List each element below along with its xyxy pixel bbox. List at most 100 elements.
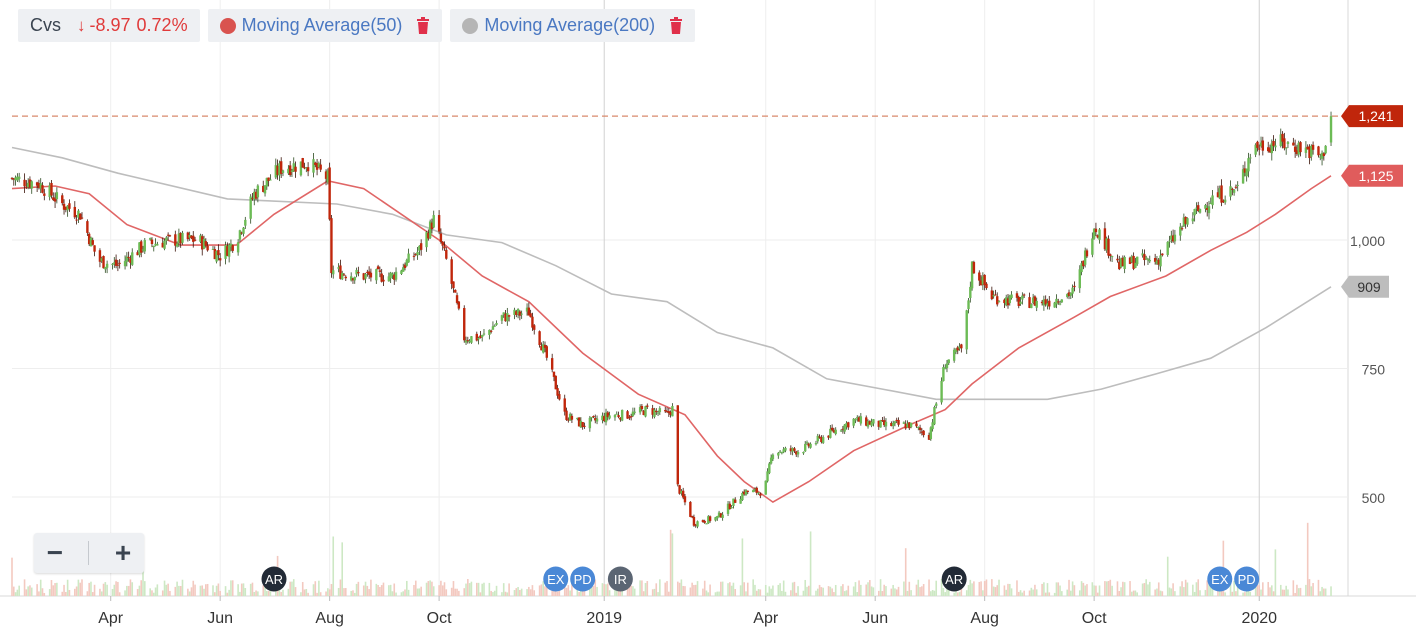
volume-bar <box>833 592 835 596</box>
candle-body <box>1094 228 1098 233</box>
candle-body <box>628 417 631 419</box>
candle-body <box>728 503 732 510</box>
volume-bar <box>1274 549 1277 596</box>
candle-body <box>375 269 378 281</box>
volume-bar <box>1159 590 1162 596</box>
candle-body <box>457 301 461 309</box>
candle-body <box>253 191 256 200</box>
volume-bar <box>493 590 496 596</box>
candle-body <box>646 405 649 407</box>
zoom-in-button[interactable]: + <box>114 537 132 568</box>
volume-bar <box>894 588 896 596</box>
candle-body <box>91 240 94 245</box>
candle-body <box>1006 298 1010 306</box>
candle-body <box>513 309 516 315</box>
zoom-out-button[interactable]: − <box>46 537 64 568</box>
candle-body <box>131 252 134 265</box>
candle-body <box>349 276 353 281</box>
volume-bar <box>870 586 873 596</box>
candle-body <box>565 410 568 420</box>
volume-bar <box>174 586 177 596</box>
volume-bar <box>883 584 885 596</box>
candle-body <box>588 417 592 429</box>
candle-body <box>644 406 647 417</box>
volume-bar <box>414 580 417 596</box>
volume-bar <box>23 579 26 596</box>
candle-body <box>804 443 807 452</box>
candle-body <box>1198 208 1202 213</box>
volume-bar <box>529 589 532 596</box>
volume-bar <box>300 592 302 596</box>
candle-body <box>432 215 435 228</box>
volume-bar <box>337 587 340 596</box>
symbol-chip[interactable]: Cvs ↓ -8.97 0.72% <box>18 9 200 42</box>
candle-body <box>150 239 154 245</box>
candle-body <box>213 249 216 260</box>
candle-body <box>100 258 103 261</box>
volume-bar <box>492 592 494 596</box>
volume-bar <box>379 587 381 596</box>
volume-bar <box>829 586 832 596</box>
candle-body <box>777 452 780 456</box>
volume-bar <box>30 587 33 596</box>
volume-bar <box>291 581 293 596</box>
volume-bar <box>669 529 672 596</box>
candle-body <box>1144 257 1148 259</box>
candle-body <box>403 264 407 268</box>
ma50-trash-icon[interactable] <box>416 16 430 35</box>
volume-bar <box>531 585 534 596</box>
candle-body <box>263 185 267 194</box>
volume-bar <box>1287 589 1289 596</box>
candle-body <box>319 164 322 170</box>
candle-body <box>73 206 77 218</box>
volume-bar <box>129 579 132 596</box>
volume-bar <box>74 588 76 596</box>
volume-bar <box>578 591 580 596</box>
candle-body <box>1299 142 1302 153</box>
volume-bar <box>100 591 103 596</box>
candle-body <box>1031 297 1035 303</box>
volume-bar <box>1308 579 1311 596</box>
candle-body <box>626 411 629 419</box>
candle-body <box>337 267 340 269</box>
candle-body <box>651 408 654 415</box>
event-marker-ex <box>1207 566 1233 592</box>
volume-bar <box>362 585 365 596</box>
candle-body <box>1082 260 1085 267</box>
volume-bar <box>1296 584 1298 596</box>
candle-body <box>454 289 457 293</box>
volume-bar <box>63 584 65 596</box>
candle-body <box>366 271 369 273</box>
volume-bar <box>1109 579 1112 596</box>
volume-bar <box>781 590 783 596</box>
volume-bar <box>1209 586 1212 596</box>
volume-bar <box>25 589 28 596</box>
candle-body <box>111 263 114 265</box>
candle-body <box>671 406 674 417</box>
candle-body <box>576 417 579 419</box>
candle-body <box>1234 186 1238 188</box>
candle-body <box>891 423 895 426</box>
volume-bar <box>1123 582 1126 596</box>
candle-body <box>1048 300 1051 307</box>
volume-bar <box>91 592 94 596</box>
volume-bar <box>199 585 202 596</box>
candle-body <box>450 259 453 284</box>
ma200-chip[interactable]: Moving Average(200) <box>450 9 696 42</box>
volume-bar <box>779 583 781 596</box>
volume-bar <box>802 590 805 596</box>
candle-body <box>1207 206 1211 214</box>
candle-body <box>254 191 258 199</box>
volume-bar <box>391 591 394 596</box>
volume-bar <box>601 583 604 596</box>
ma200-trash-icon[interactable] <box>669 16 683 35</box>
volume-bar <box>856 592 859 596</box>
candle-body <box>881 420 884 422</box>
candle-body <box>199 235 202 242</box>
candle-body <box>845 423 848 427</box>
volume-bar <box>865 584 868 596</box>
candle-body <box>35 182 39 186</box>
volume-bar <box>705 590 708 596</box>
ma50-chip[interactable]: Moving Average(50) <box>207 9 443 42</box>
